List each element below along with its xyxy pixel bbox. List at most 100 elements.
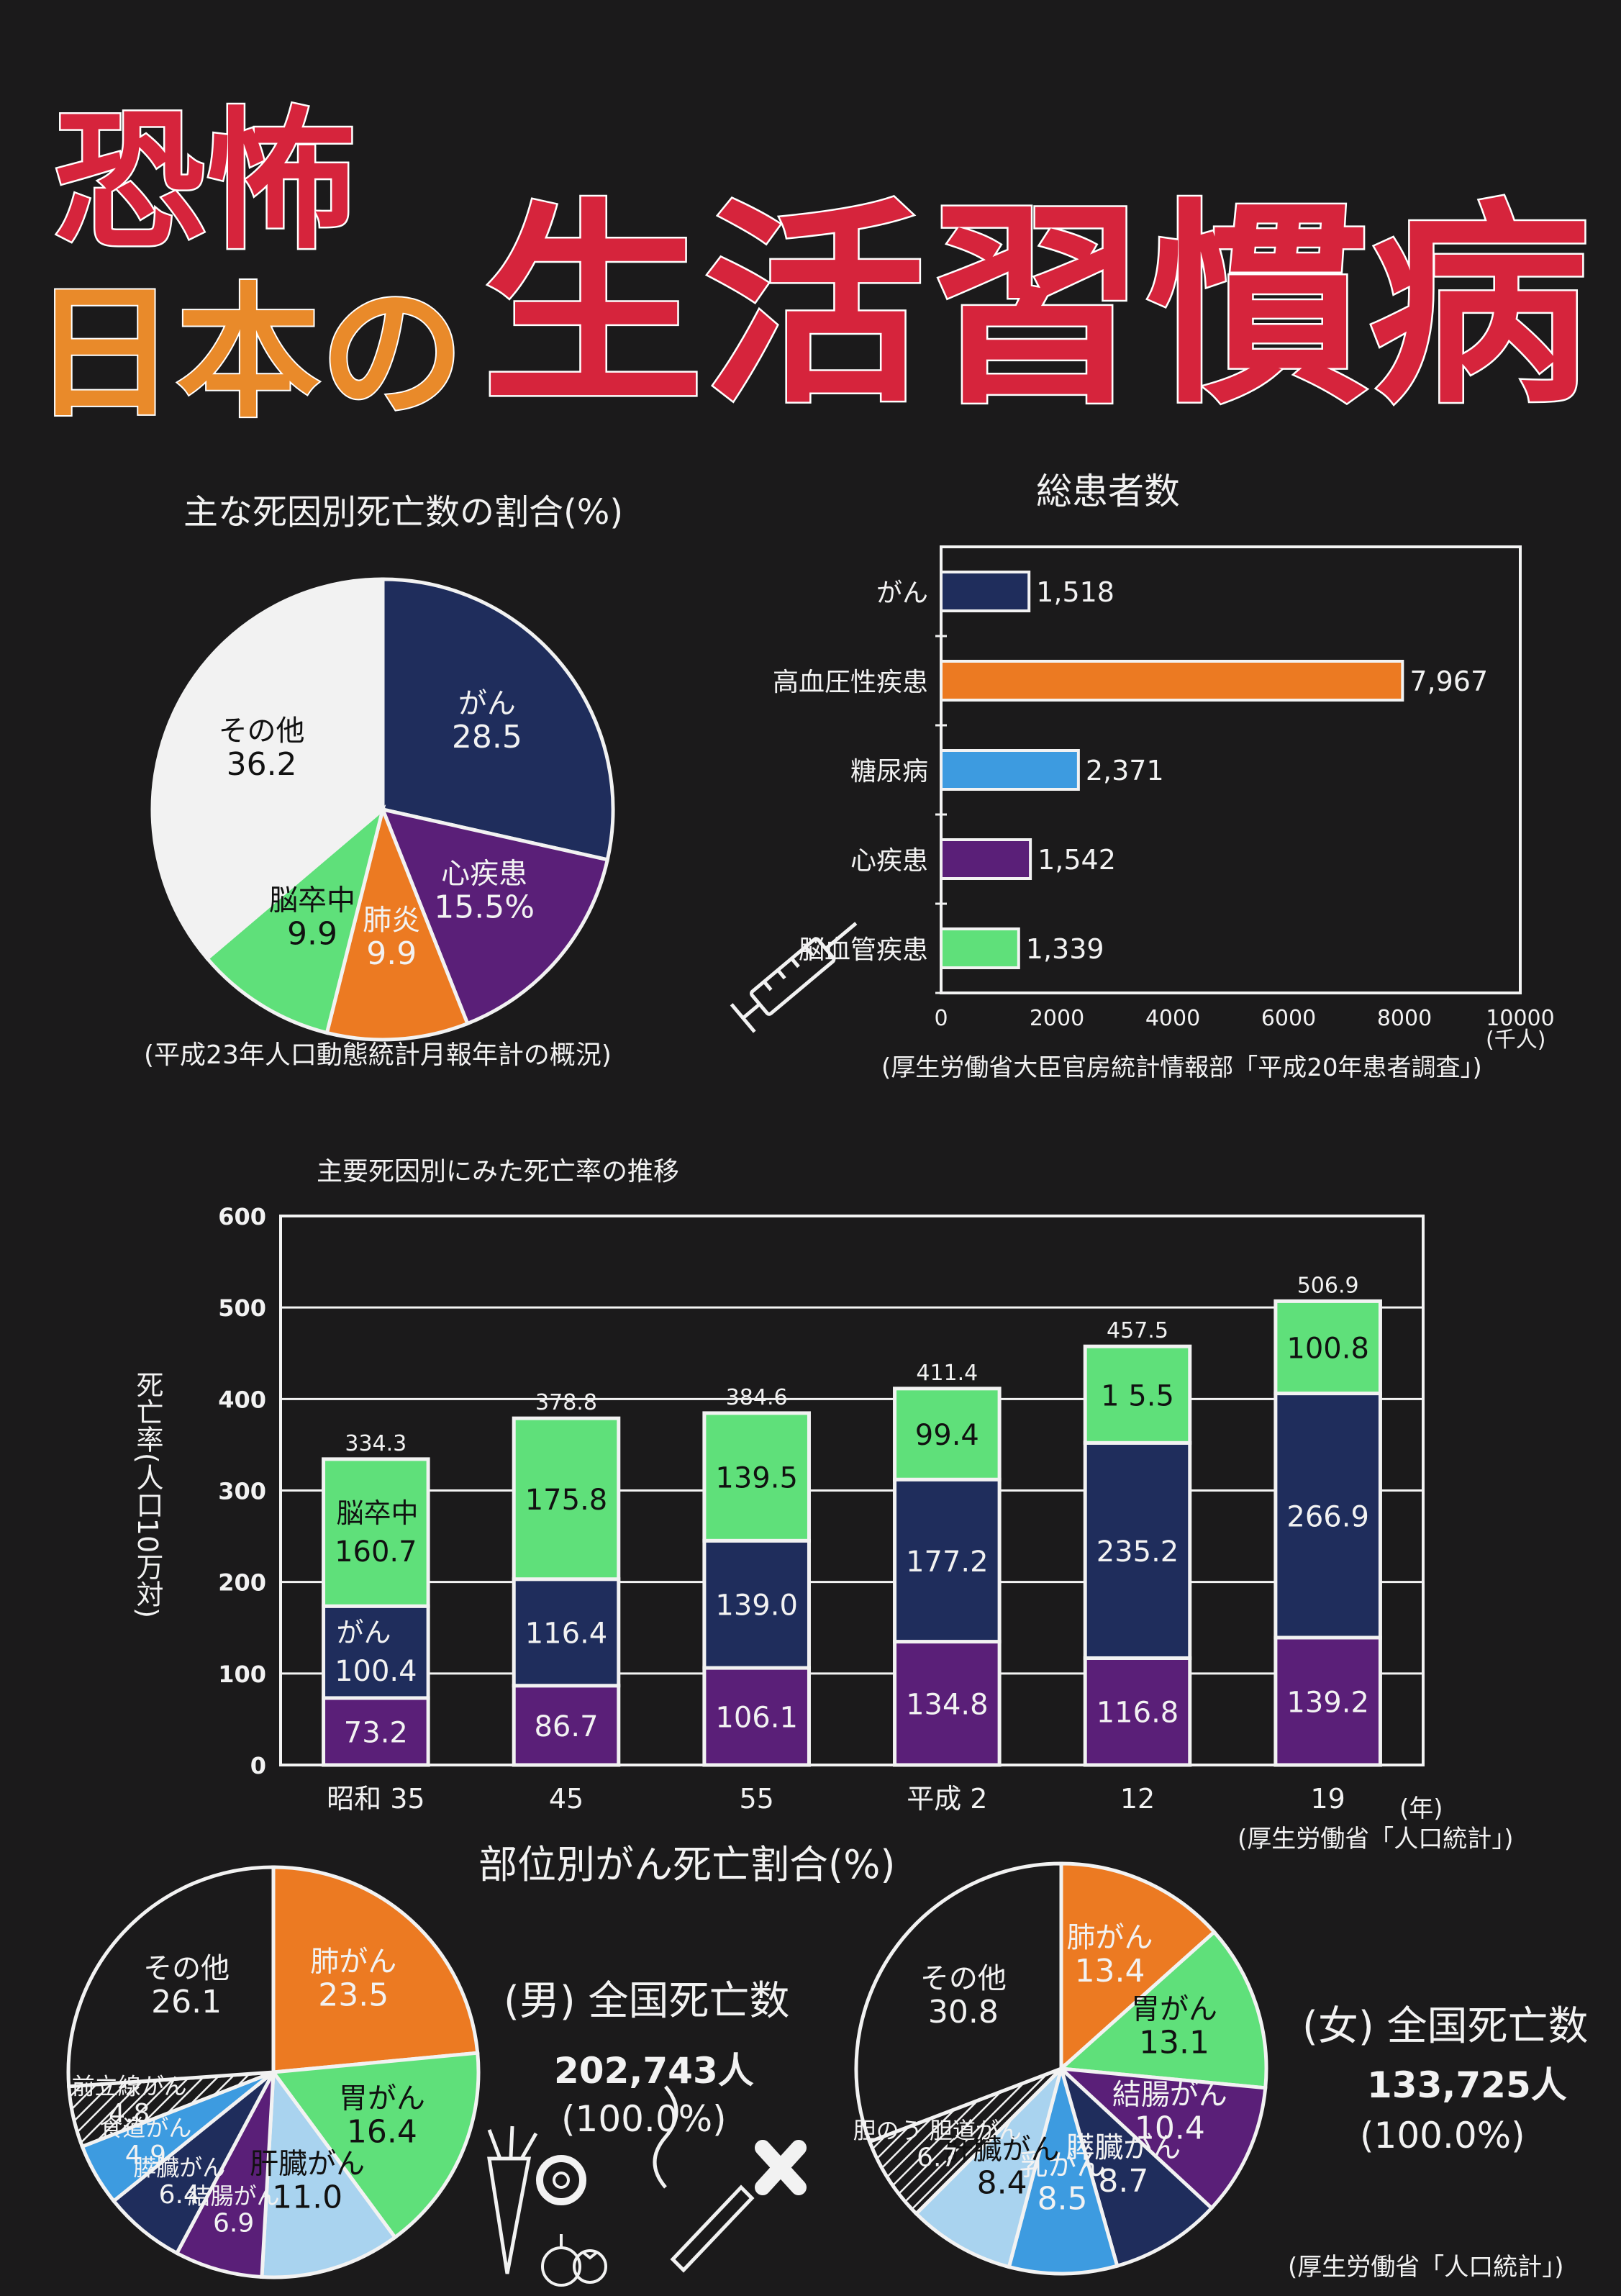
- death-rate-stacked-chart: 主要死因別にみた死亡率の推移 死亡率(人口10万対) 73.2 がん 100.4 脳卒…: [132, 1157, 1514, 1853]
- male-cancer-slice-0: [271, 1865, 480, 2074]
- death-rate-seg-label-4-2: 1 5.5: [1101, 1379, 1174, 1412]
- female-cancer-slice-value-1: 13.1: [1139, 2024, 1209, 2061]
- death-rate-seg-label-2-0: 106.1: [715, 1702, 798, 1735]
- patients-bar-4: [940, 927, 1020, 969]
- death-cause-slice-4: [150, 577, 385, 961]
- male-cancer-slice-label-0: 肺がん: [310, 1946, 396, 1979]
- female-total-pct: (100.0%): [1360, 2115, 1525, 2156]
- male-cancer-slice-value-0: 23.5: [318, 1977, 389, 2014]
- death-rate-total-1: 378.8: [535, 1390, 597, 1415]
- male-cancer-slice-label-2: 肝臓がん: [250, 2147, 365, 2180]
- tomato-icon: [573, 2249, 607, 2284]
- death-rate-series-name-1: がん: [337, 1617, 391, 1648]
- male-cancer-slice-1: [270, 2051, 481, 2241]
- female-cancer-slice-value-3: 8.7: [1098, 2163, 1148, 2200]
- death-rate-y-tick-label-6: 600: [218, 1203, 266, 1230]
- death-cause-pie-chart: 主な死因別死亡数の割合(%) がん28.5心疾患15.5%肺炎9.9脳卒中9.9…: [144, 492, 623, 1070]
- death-cause-slice-value-1: 15.5%: [434, 889, 535, 926]
- female-source: (厚生労働省「人口統計」): [1288, 2253, 1564, 2282]
- death-rate-x-tick-label-3: 平成 2: [907, 1783, 987, 1815]
- patients-x-tick-label-4: 8000: [1377, 1006, 1432, 1031]
- death-rate-seg-label-1-0: 86.7: [534, 1710, 598, 1743]
- male-cancer-slice-label-3: 結腸がん: [188, 2182, 280, 2210]
- death-rate-y-ticks: 0 100 200 300 400 500 600: [218, 1203, 266, 1779]
- female-cancer-slice-2: [1055, 2066, 1268, 2211]
- patients-category-3: 心疾患: [850, 846, 928, 876]
- death-rate-bar-1-seg-1: [512, 1577, 621, 1688]
- patients-bar-3: [940, 838, 1032, 880]
- death-rate-bar-2-seg-1: [702, 1538, 811, 1670]
- male-cancer-slice-2: [260, 2066, 398, 2279]
- patients-bar-0: [940, 571, 1031, 612]
- death-cause-pie-title: 主な死因別死亡数の割合(%): [183, 492, 623, 532]
- death-rate-seg-label-3-0: 134.8: [906, 1688, 989, 1721]
- death-rate-bar-5-seg-1: [1273, 1392, 1382, 1640]
- death-rate-bar-1-seg-0: [512, 1684, 621, 1767]
- death-cause-slice-2: [324, 803, 471, 1042]
- death-rate-y-tick-label-5: 500: [218, 1294, 266, 1322]
- death-rate-seg-label-0-1: 100.4: [335, 1655, 417, 1688]
- death-rate-bar-4-seg-2: [1083, 1344, 1192, 1445]
- death-rate-total-3: 411.4: [916, 1361, 978, 1386]
- death-rate-frame: [279, 1215, 1425, 1766]
- death-rate-total-0: 334.3: [345, 1431, 407, 1456]
- death-rate-bar-5-seg-0: [1273, 1635, 1382, 1767]
- death-cause-slice-label-1: 心疾患: [441, 858, 527, 891]
- patients-x-ticks: 0 2000 4000 6000 8000 10000: [934, 1006, 1554, 1031]
- death-rate-x-ticks: 昭和 35 45 55 平成 2 12 19: [327, 1783, 1345, 1815]
- patients-value-2: 2,371: [1086, 755, 1164, 786]
- title-line1: 恐怖: [54, 94, 356, 270]
- death-rate-seg-label-2-1: 139.0: [715, 1589, 798, 1623]
- male-cancer-slice-label-6: 前立線がん: [72, 2072, 187, 2100]
- death-rate-seg-label-3-2: 99.4: [915, 1419, 979, 1452]
- death-rate-total-4: 457.5: [1107, 1318, 1168, 1343]
- female-cancer-slice-value-7: 30.8: [928, 1994, 999, 2030]
- death-rate-bar-2-seg-2: [702, 1411, 811, 1543]
- female-cancer-slice-value-6: 6.7: [917, 2143, 958, 2173]
- death-rate-x-tick-label-0: 昭和 35: [327, 1783, 424, 1815]
- female-cancer-slice-value-2: 10.4: [1135, 2110, 1205, 2147]
- death-rate-seg-label-4-1: 235.2: [1096, 1535, 1179, 1569]
- patients-bar-title: 総患者数: [1036, 471, 1180, 512]
- death-rate-bar-0-seg-0: [322, 1696, 430, 1767]
- death-rate-bar-3-seg-1: [893, 1477, 1002, 1644]
- svg-text:死亡率(人口10万対): 死亡率(人口10万対): [132, 1371, 163, 1618]
- female-cancer-slice-label-6: 胆のう 胆道がん: [853, 2117, 1022, 2144]
- cancer-pie-title: 部位別がん死亡割合(%): [478, 1842, 895, 1887]
- death-rate-y-tick-label-2: 200: [218, 1569, 266, 1597]
- female-cancer-slice-label-3: 膵臓がん: [1066, 2131, 1181, 2164]
- patients-value-4: 1,339: [1026, 933, 1104, 965]
- death-rate-seg-label-4-0: 116.8: [1096, 1697, 1179, 1730]
- death-cause-slice-label-2: 肺炎: [363, 904, 420, 937]
- death-cause-slice-3: [204, 804, 386, 1035]
- patients-x-tick-label-0: 0: [934, 1006, 948, 1031]
- male-caption: (男) 全国死亡数: [504, 1978, 790, 2025]
- death-cause-slice-label-4: その他: [219, 714, 305, 748]
- death-cause-pie-source: (平成23年人口動態統計月報年計の概況): [144, 1040, 612, 1070]
- female-cancer-slice-label-5: 肝臓がん: [945, 2133, 1060, 2166]
- death-rate-seg-label-3-1: 177.2: [906, 1546, 989, 1579]
- male-cancer-slice-value-1: 16.4: [347, 2114, 417, 2151]
- donut-hole-icon: [553, 2172, 570, 2189]
- donut-icon: [536, 2155, 586, 2205]
- death-rate-bar-4-seg-1: [1083, 1440, 1192, 1660]
- death-rate-bar-5-seg-2: [1273, 1299, 1382, 1396]
- cigarette-icon: [653, 2085, 755, 2273]
- patients-x-tick-label-2: 4000: [1145, 1006, 1200, 1031]
- patients-x-tick-label-1: 2000: [1030, 1006, 1084, 1031]
- female-cancer-slice-label-4: 乳がん: [1020, 2148, 1106, 2182]
- death-rate-bar-2-seg-0: [702, 1666, 811, 1767]
- male-cancer-slice-label-4: 膵臓がん: [133, 2154, 225, 2182]
- male-total-pct: (100.0%): [561, 2098, 727, 2140]
- patients-category-0: がん: [876, 578, 928, 608]
- female-cancer-slice-value-5: 8.4: [977, 2164, 1027, 2201]
- death-rate-seg-label-0-2: 160.7: [335, 1535, 417, 1569]
- patients-bar-unit: (千人): [1486, 1027, 1545, 1053]
- death-cause-slice-0: [381, 577, 615, 862]
- female-cancer-slice-4: [1007, 2061, 1120, 2276]
